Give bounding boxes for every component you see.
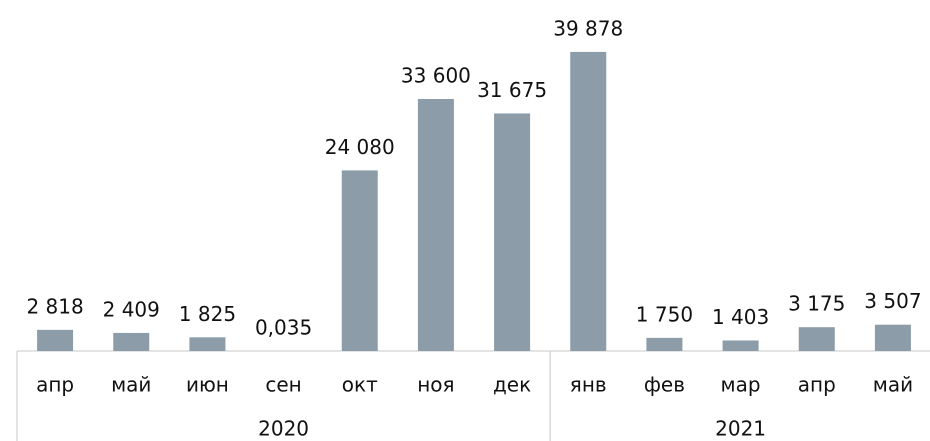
bar xyxy=(113,332,150,351)
x-tick-label: янв xyxy=(570,373,607,397)
x-tick-label: дек xyxy=(493,373,531,397)
bar xyxy=(722,340,759,351)
x-tick-label: май xyxy=(111,373,151,397)
data-label: 2 409 xyxy=(103,297,160,321)
x-tick-label: апр xyxy=(36,373,74,397)
bar xyxy=(646,337,683,351)
bar xyxy=(189,337,226,351)
x-tick-label: фев xyxy=(644,373,685,397)
data-label: 1 825 xyxy=(179,302,236,326)
bar xyxy=(37,329,74,351)
data-label: 39 878 xyxy=(553,16,623,40)
bar xyxy=(417,99,454,351)
data-label: 1 750 xyxy=(636,302,693,326)
data-label: 3 507 xyxy=(864,289,921,313)
bar xyxy=(341,170,378,351)
x-tick-label: мар xyxy=(721,373,761,397)
data-label: 1 403 xyxy=(712,305,769,329)
bar xyxy=(570,51,607,351)
group-label: 2020 xyxy=(258,417,309,441)
bar xyxy=(874,324,911,351)
data-label: 3 175 xyxy=(788,292,845,316)
x-tick-label: ноя xyxy=(417,373,454,397)
x-tick-label: июн xyxy=(186,373,229,397)
x-tick-label: май xyxy=(873,373,913,397)
data-label: 33 600 xyxy=(401,64,471,88)
x-tick-label: сен xyxy=(265,373,301,397)
data-label: 24 080 xyxy=(325,135,395,159)
group-label: 2021 xyxy=(715,417,766,441)
bar xyxy=(494,113,531,351)
x-tick-label: апр xyxy=(798,373,836,397)
bar xyxy=(798,327,835,351)
data-label: 0,035 xyxy=(255,315,312,339)
data-label: 2 818 xyxy=(26,294,83,318)
x-tick-label: окт xyxy=(342,373,378,397)
data-label: 31 675 xyxy=(477,78,547,102)
